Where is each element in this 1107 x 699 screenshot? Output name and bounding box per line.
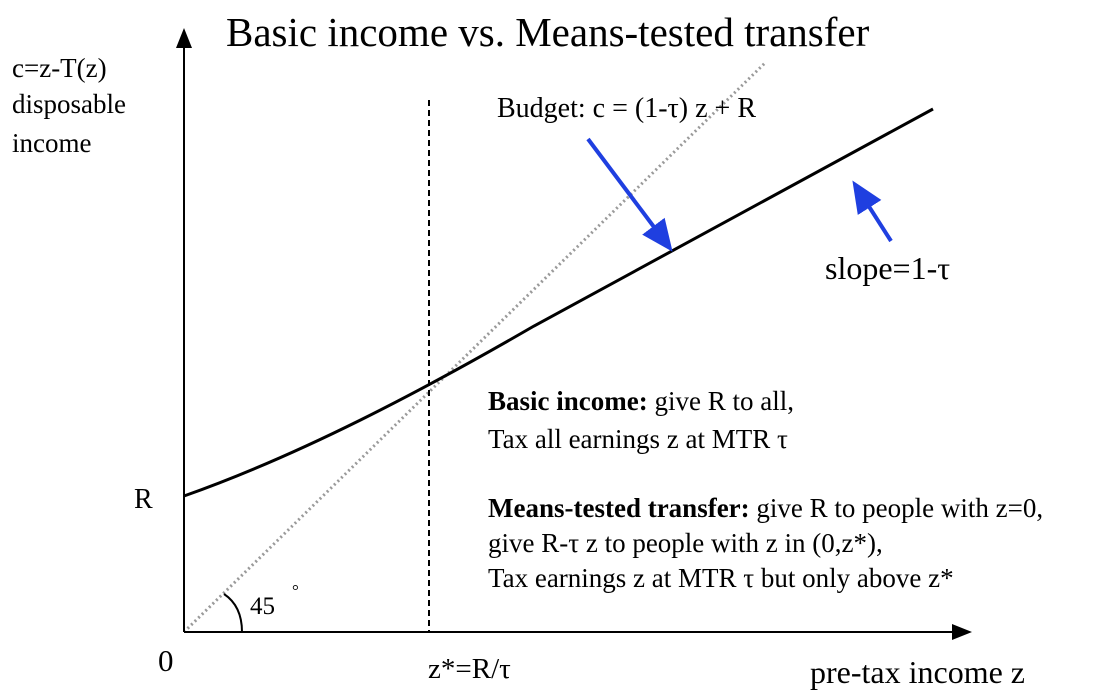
r-intercept-label: R xyxy=(134,484,153,515)
means-tested-line-2: give R-τ z to people with z in (0,z*), xyxy=(488,528,883,558)
budget-label: Budget: c = (1-τ) z + R xyxy=(497,93,756,124)
means-tested-line-1-text: give R to people with z=0, xyxy=(749,493,1044,523)
y-axis-label-line-1: c=z-T(z) xyxy=(12,53,107,83)
basic-income-line-1-text: give R to all, xyxy=(647,386,794,416)
means-tested-line-1: Means-tested transfer: give R to people … xyxy=(488,495,1043,522)
basic-income-line-1: Basic income: give R to all, xyxy=(488,388,794,415)
degree-mark: ° xyxy=(292,581,299,600)
basic-income-heading: Basic income: xyxy=(488,386,648,416)
budget-arrow xyxy=(586,137,673,252)
zstar-label: z*=R/τ xyxy=(428,653,511,685)
forty-five-degree-line xyxy=(182,60,768,634)
means-tested-line-3: Tax earnings z at MTR τ but only above z… xyxy=(488,563,954,593)
slope-label: slope=1-τ xyxy=(825,250,951,286)
angle-arc xyxy=(223,593,243,633)
means-tested-heading: Means-tested transfer: xyxy=(488,493,750,523)
y-axis-label-line-3: income xyxy=(12,128,92,158)
diagram-title: Basic income vs. Means-tested transfer xyxy=(226,9,870,55)
y-axis-label-line-2: disposable xyxy=(12,89,126,119)
origin-label: 0 xyxy=(158,643,174,678)
angle-label: 45 xyxy=(250,593,275,620)
basic-income-line-2: Tax all earnings z at MTR τ xyxy=(488,424,788,454)
x-axis-label: pre-tax income z xyxy=(810,654,1025,690)
slope-arrow xyxy=(852,180,893,243)
budget-line xyxy=(183,107,934,498)
